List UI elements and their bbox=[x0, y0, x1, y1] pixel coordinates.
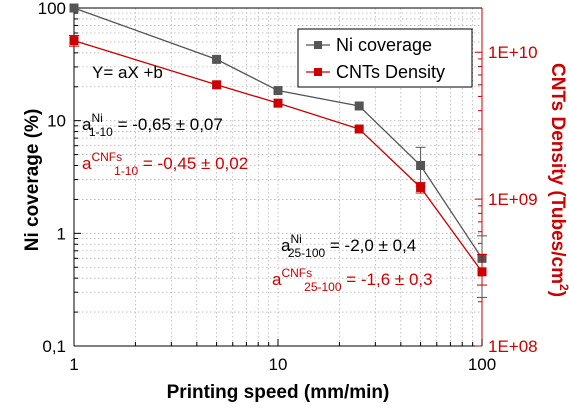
ni-1-10-value: = -0,65 ± 0,07 bbox=[113, 115, 223, 134]
x-tick-label: 100 bbox=[468, 355, 496, 374]
series-point-0 bbox=[273, 86, 283, 96]
y-left-tick-label: 100 bbox=[38, 0, 66, 18]
series-point-0 bbox=[69, 3, 79, 13]
annotation-ni-25-100: aNi 25-100 = -2,0 ± 0,4 bbox=[281, 232, 416, 260]
y-left-tick-label: 1 bbox=[57, 224, 66, 243]
series-layer bbox=[69, 3, 487, 298]
annotation-ni-1-10: aNi 1-10 = -0,65 ± 0,07 bbox=[82, 111, 223, 139]
series-point-0 bbox=[416, 161, 426, 171]
cnf-25-100-value: = -1,6 ± 0,3 bbox=[342, 270, 433, 289]
cnf-1-10-sub: 1-10 bbox=[114, 164, 138, 178]
cnf-1-10-sup: CNFs bbox=[91, 150, 122, 164]
ni-1-10-base: a bbox=[82, 115, 92, 134]
x-tick-label: 1 bbox=[69, 355, 78, 374]
series-point-1 bbox=[273, 98, 283, 108]
cnf-25-100-sup: CNFs bbox=[281, 266, 312, 280]
annotation-cnf-25-100: aCNFs 25-100 = -1,6 ± 0,3 bbox=[272, 266, 433, 294]
cnf-1-10-value: = -0,45 ± 0,02 bbox=[138, 154, 248, 173]
y-right-axis-title-sup: 2 bbox=[557, 284, 569, 291]
y-left-axis-title: Ni coverage (%) bbox=[22, 109, 43, 252]
cnf-25-100-sub: 25-100 bbox=[304, 280, 342, 294]
annotation-cnf-1-10: aCNFs 1-10 = -0,45 ± 0,02 bbox=[82, 150, 248, 178]
series-line-1 bbox=[73, 39, 483, 273]
y-right-tick-label: 1E+08 bbox=[488, 337, 538, 356]
legend-box bbox=[297, 28, 473, 88]
series-point-1 bbox=[354, 124, 364, 134]
cnf-1-10-base: a bbox=[82, 154, 92, 173]
ni-25-100-sub: 25-100 bbox=[288, 246, 326, 260]
grid-layer bbox=[74, 8, 482, 346]
series-point-0 bbox=[354, 101, 364, 111]
legend: Ni coverage CNTs Density bbox=[297, 28, 473, 88]
series-point-1 bbox=[477, 267, 487, 277]
y-left-tick-label: 0,1 bbox=[42, 337, 66, 356]
y-right-axis-title-main: CNTs Density (Tubes/cm bbox=[547, 63, 568, 284]
y-right-tick-label: 1E+10 bbox=[488, 43, 538, 62]
legend-cnt-marker bbox=[314, 68, 322, 76]
series-point-1 bbox=[69, 36, 79, 46]
ni-25-100-sup: Ni bbox=[290, 232, 301, 246]
series-point-1 bbox=[416, 182, 426, 192]
ni-1-10-sup: Ni bbox=[91, 111, 102, 125]
legend-ni-label: Ni coverage bbox=[336, 35, 432, 55]
series-point-0 bbox=[212, 54, 222, 64]
series-point-1 bbox=[212, 80, 222, 90]
ni-25-100-value: = -2,0 ± 0,4 bbox=[325, 236, 416, 255]
ni-1-10-sub: 1-10 bbox=[89, 125, 113, 139]
formula-text: Y= aX +b bbox=[92, 63, 163, 82]
legend-ni-marker bbox=[314, 41, 322, 49]
x-axis-title: Printing speed (mm/min) bbox=[167, 382, 390, 403]
series-line-0 bbox=[73, 7, 483, 259]
legend-cnt-label: CNTs Density bbox=[336, 62, 445, 82]
ni-25-100-base: a bbox=[281, 236, 291, 255]
y-right-axis-title-close: ) bbox=[547, 291, 568, 297]
y-right-tick-label: 1E+09 bbox=[488, 190, 538, 209]
y-right-axis-title: CNTs Density (Tubes/cm2) bbox=[547, 63, 569, 297]
x-tick-label: 10 bbox=[269, 355, 288, 374]
y-left-tick-label: 10 bbox=[47, 112, 66, 131]
cnf-25-100-base: a bbox=[272, 270, 282, 289]
